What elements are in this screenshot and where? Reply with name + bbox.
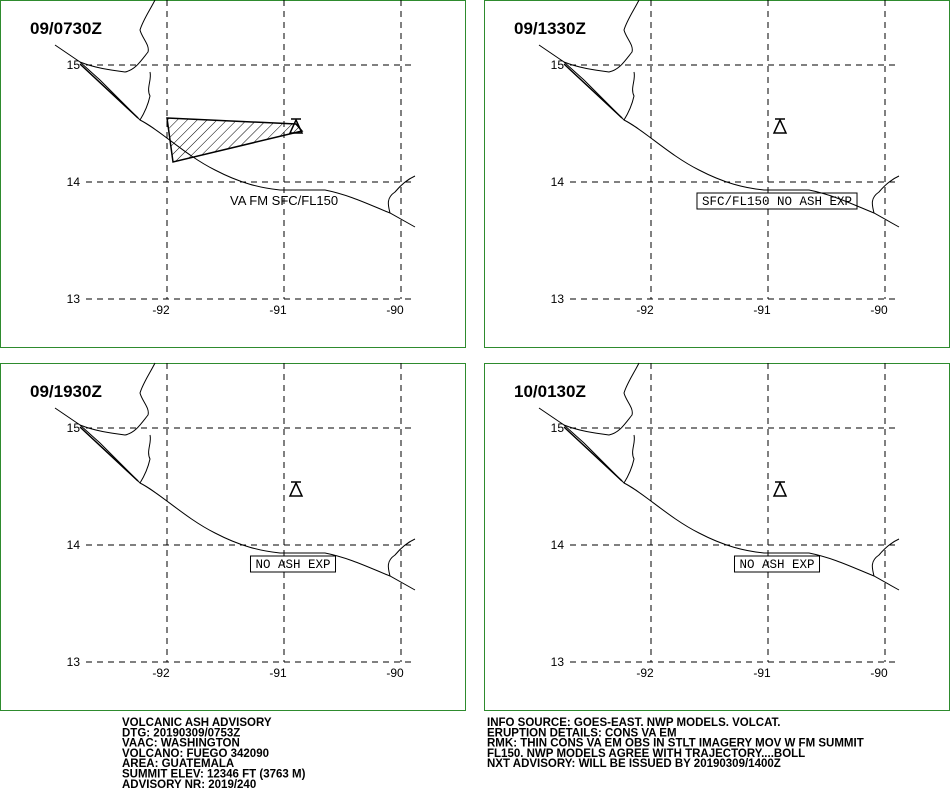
ash-area [166, 117, 304, 163]
coastline [623, 71, 635, 121]
lat-label: 15 [67, 58, 81, 72]
coastline [54, 407, 416, 591]
lon-label: -90 [870, 303, 888, 317]
coastline [871, 175, 900, 214]
advisory-line: VOLCANIC ASH ADVISORY [122, 717, 272, 729]
annotation-box [696, 192, 858, 210]
lat-label: 13 [67, 655, 81, 669]
volcano-symbol [772, 118, 788, 134]
volcano-symbol [288, 118, 304, 134]
map-panel: 15 14 13 -92 -91 -90 09/0730Z VA FM SFC/FL150 [0, 0, 466, 348]
annotation-box [733, 555, 821, 573]
lat-label: 14 [67, 538, 81, 552]
lat-label: 15 [551, 421, 565, 435]
lon-label: -91 [269, 303, 287, 317]
coastline [563, 0, 640, 73]
coastline [623, 434, 635, 484]
ash-annotation: NO ASH EXP [255, 558, 330, 572]
lon-label: -92 [152, 666, 170, 680]
advisory-line: ADVISORY NR: 2019/240 [122, 779, 256, 791]
coastline [79, 362, 156, 436]
map-panel: 15 14 13 -92 -91 -90 10/0130Z NO ASH EXP [484, 362, 950, 711]
lon-label: -92 [636, 303, 654, 317]
panel-border [0, 0, 466, 348]
valid-time: 09/1330Z [514, 19, 586, 38]
lat-label: 15 [551, 58, 565, 72]
advisory-line: VOLCANO: FUEGO 342090 [122, 748, 269, 760]
advisory-line: INFO SOURCE: GOES-EAST. NWP MODELS. VOLC… [487, 717, 780, 729]
coastline [79, 0, 156, 73]
advisory-line: VAAC: WASHINGTON [122, 738, 240, 750]
advisory-line: SUMMIT ELEV: 12346 FT (3763 M) [122, 769, 306, 781]
coastline [139, 434, 151, 484]
lat-label: 14 [551, 538, 565, 552]
advisory-line: ERUPTION DETAILS: CONS VA EM [487, 727, 677, 739]
lon-label: -90 [870, 666, 888, 680]
lon-label: -91 [269, 666, 287, 680]
lat-label: 14 [67, 175, 81, 189]
lat-label: 14 [551, 175, 565, 189]
coastline [563, 63, 623, 119]
coastline [79, 426, 139, 482]
lat-label: 13 [551, 292, 565, 306]
coastline [387, 538, 416, 577]
lat-label: 15 [67, 421, 81, 435]
lon-label: -92 [636, 666, 654, 680]
advisory-line: DTG: 20190309/0753Z [122, 727, 240, 739]
coastline [538, 407, 900, 591]
valid-time: 09/0730Z [30, 19, 102, 38]
lat-label: 13 [551, 655, 565, 669]
lon-label: -92 [152, 303, 170, 317]
coastline [79, 63, 139, 119]
advisory-line: RMK: THIN CONS VA EM OBS IN STLT IMAGERY… [487, 738, 864, 750]
map-panel: 15 14 13 -92 -91 -90 09/1930Z NO ASH EXP [0, 362, 466, 711]
lon-label: -91 [753, 303, 771, 317]
lon-label: -90 [386, 303, 404, 317]
coastline [871, 538, 900, 577]
volcano-symbol [772, 481, 788, 497]
coastline [538, 44, 900, 228]
lon-label: -90 [386, 666, 404, 680]
coastline [387, 175, 416, 214]
advisory-line: NXT ADVISORY: WILL BE ISSUED BY 20190309… [487, 758, 781, 770]
coastline [563, 362, 640, 436]
lon-label: -91 [753, 666, 771, 680]
advisory-line: AREA: GUATEMALA [122, 758, 234, 770]
volcano-symbol [288, 481, 304, 497]
map-panel: 15 14 13 -92 -91 -90 09/1330Z SFC/FL150 NO ASH … [484, 0, 950, 348]
valid-time: 10/0130Z [514, 382, 586, 401]
ash-annotation: NO ASH EXP [739, 558, 814, 572]
valid-time: 09/1930Z [30, 382, 102, 401]
coastline [139, 71, 151, 121]
panel-border [0, 363, 466, 711]
coastline [563, 426, 623, 482]
advisory-line: FL150. NWP MODELS AGREE WITH TRAJECTORY.… [487, 748, 805, 760]
ash-annotation: VA FM SFC/FL150 [230, 193, 338, 208]
coastline [54, 44, 416, 228]
annotation-box [249, 555, 337, 573]
lat-label: 13 [67, 292, 81, 306]
ash-annotation: SFC/FL150 NO ASH EXP [702, 195, 852, 209]
